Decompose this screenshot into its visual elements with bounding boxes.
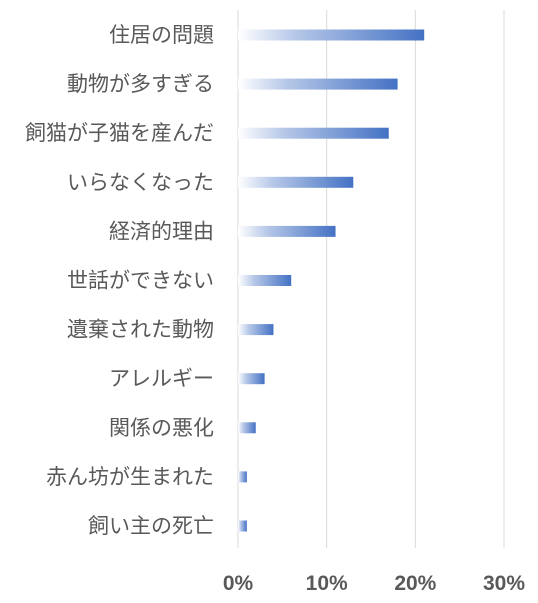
bar <box>238 127 389 139</box>
category-label: 飼猫が子猫を産んだ <box>25 121 214 145</box>
bar <box>238 422 256 434</box>
bars <box>238 29 425 532</box>
x-tick-label: 30% <box>483 572 525 595</box>
category-label: 関係の悪化 <box>109 416 214 440</box>
x-tick-label: 10% <box>306 572 348 595</box>
bar <box>238 471 247 483</box>
bar <box>238 176 354 188</box>
x-axis-tick-labels: 0% 10% 20% 30% <box>223 572 526 595</box>
bar <box>238 373 265 385</box>
bar <box>238 275 292 286</box>
bar <box>238 78 398 90</box>
bar <box>238 29 425 41</box>
category-label: 世話ができない <box>67 269 214 293</box>
x-tick-label: 0% <box>223 572 254 595</box>
bar <box>238 324 274 336</box>
x-tick-label: 20% <box>394 572 436 595</box>
bar <box>238 225 336 237</box>
category-label: 経済的理由 <box>109 219 214 243</box>
category-label: いらなくなった <box>67 170 214 194</box>
category-label: アレルギー <box>109 367 214 391</box>
category-label: 飼い主の死亡 <box>88 514 214 538</box>
category-label: 赤ん坊が生まれた <box>46 465 214 489</box>
category-label: 住居の問題 <box>109 23 214 47</box>
category-label: 遺棄された動物 <box>67 318 214 342</box>
category-labels: 住居の問題動物が多すぎる飼猫が子猫を産んだいらなくなった経済的理由世話ができない… <box>25 23 214 538</box>
category-label: 動物が多すぎる <box>67 72 214 96</box>
bar <box>238 520 247 532</box>
